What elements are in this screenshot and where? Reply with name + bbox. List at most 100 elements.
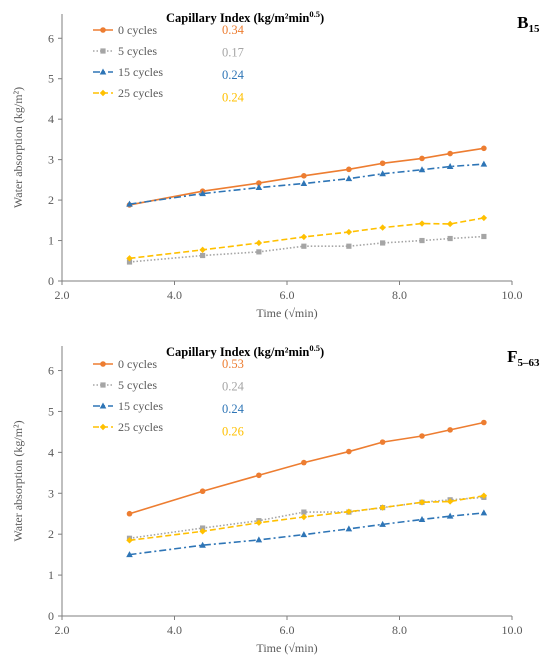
capillary-index-value: 0.24 [222, 402, 245, 416]
data-point [481, 145, 487, 152]
y-tick-label: 6 [48, 364, 54, 378]
legend-label: 15 cycles [118, 399, 163, 413]
legend-label: 0 cycles [118, 357, 157, 371]
x-tick-label: 4.0 [167, 288, 182, 302]
data-point [447, 427, 453, 433]
x-tick-label: 4.0 [167, 623, 182, 637]
chart-panel-1: 0 1 2 3 4 5 6 2.0 4.0 6.0 8.0 10.0 Time (√min) Water … [11, 9, 540, 320]
x-tick-label: 2.0 [55, 623, 70, 637]
y-tick-label: 2 [48, 193, 54, 207]
legend-label: 0 cycles [118, 23, 157, 37]
data-point [447, 150, 453, 157]
legend-label: 5 cycles [118, 378, 157, 392]
data-point [418, 166, 426, 173]
legend-marker [99, 423, 107, 431]
x-tick-label: 6.0 [280, 288, 295, 302]
data-point [379, 504, 386, 511]
y-tick-label: 0 [48, 274, 54, 288]
y-tick-label: 5 [48, 404, 54, 418]
series-25-cycles [126, 214, 488, 262]
data-point [418, 499, 426, 506]
data-point [419, 433, 425, 439]
x-tick-label: 10.0 [502, 288, 523, 302]
x-axis-title: Time (√min) [256, 306, 317, 320]
data-point [126, 510, 133, 517]
y-tick-label: 6 [48, 31, 54, 45]
data-point [126, 537, 133, 544]
data-point [255, 239, 263, 247]
capillary-index-value: 0.24 [222, 380, 245, 394]
legend-entry: 25 cycles 0.26 [93, 420, 244, 439]
legend-marker [100, 361, 106, 367]
data-point [200, 252, 206, 259]
data-point [480, 509, 488, 516]
legend-title-main: Capillary Index (kg/m²min [166, 345, 309, 359]
data-point [300, 233, 308, 241]
capillary-index-value: 0.53 [222, 357, 244, 371]
series-line [129, 235, 484, 263]
legend-title: Capillary Index (kg/m²min0.5) [166, 343, 324, 359]
data-point [446, 498, 454, 505]
legend-title: Capillary Index (kg/m²min0.5) [166, 9, 324, 25]
y-tick-label: 1 [48, 568, 54, 582]
data-point [480, 492, 488, 499]
y-tick-label: 2 [48, 527, 54, 541]
series-line [129, 163, 484, 205]
data-point [300, 180, 308, 187]
data-point [301, 243, 307, 249]
y-axis-title: Water absorption (kg/m²) [11, 420, 25, 541]
y-tick-label: 3 [48, 486, 54, 500]
series-0-cycles [126, 419, 487, 517]
data-point [255, 536, 263, 543]
data-point [345, 175, 353, 182]
data-point [199, 541, 206, 548]
series-line [129, 217, 485, 260]
data-point [346, 166, 352, 173]
data-point [345, 508, 353, 515]
data-point [300, 531, 308, 538]
data-point [301, 173, 307, 179]
legend-marker [100, 48, 106, 54]
data-point [447, 235, 453, 242]
y-tick-label: 0 [48, 609, 54, 623]
capillary-index-value: 0.24 [222, 91, 245, 105]
data-point [126, 259, 133, 265]
data-point [481, 419, 487, 426]
series-line [129, 421, 485, 515]
series-line [129, 512, 484, 556]
panel-label-main: B [517, 13, 528, 32]
capillary-index-value: 0.24 [222, 68, 245, 82]
y-tick-label: 4 [48, 112, 54, 126]
data-point [345, 525, 353, 532]
panel-label: B15 [517, 13, 540, 35]
data-point [345, 228, 353, 236]
data-point [199, 190, 206, 197]
data-point [200, 525, 206, 531]
series-line [129, 147, 484, 206]
legend-entry: 0 cycles 0.34 [93, 23, 245, 37]
data-point [199, 488, 206, 495]
data-point [256, 249, 262, 255]
legend-title-close: ) [320, 11, 324, 25]
legend-title-close: ) [320, 345, 324, 359]
x-tick-label: 6.0 [280, 623, 295, 637]
legend-entry: 25 cycles 0.24 [93, 86, 245, 105]
data-point [379, 160, 386, 167]
x-tick-label: 8.0 [392, 623, 407, 637]
panel-label: F5–63 [507, 347, 540, 369]
panel-label-sub: 5–63 [518, 357, 541, 369]
data-point [256, 180, 262, 186]
series-15-cycles [126, 160, 488, 207]
legend-label: 5 cycles [118, 44, 157, 58]
legend-label: 15 cycles [118, 65, 163, 79]
y-tick-label: 3 [48, 153, 54, 167]
series-0-cycles [126, 145, 487, 208]
data-point [301, 459, 307, 466]
x-tick-label: 8.0 [392, 288, 407, 302]
data-point [301, 509, 307, 515]
data-point [446, 512, 454, 519]
data-point [126, 551, 133, 558]
data-point [379, 224, 386, 231]
legend-entry: 0 cycles 0.53 [93, 357, 244, 371]
